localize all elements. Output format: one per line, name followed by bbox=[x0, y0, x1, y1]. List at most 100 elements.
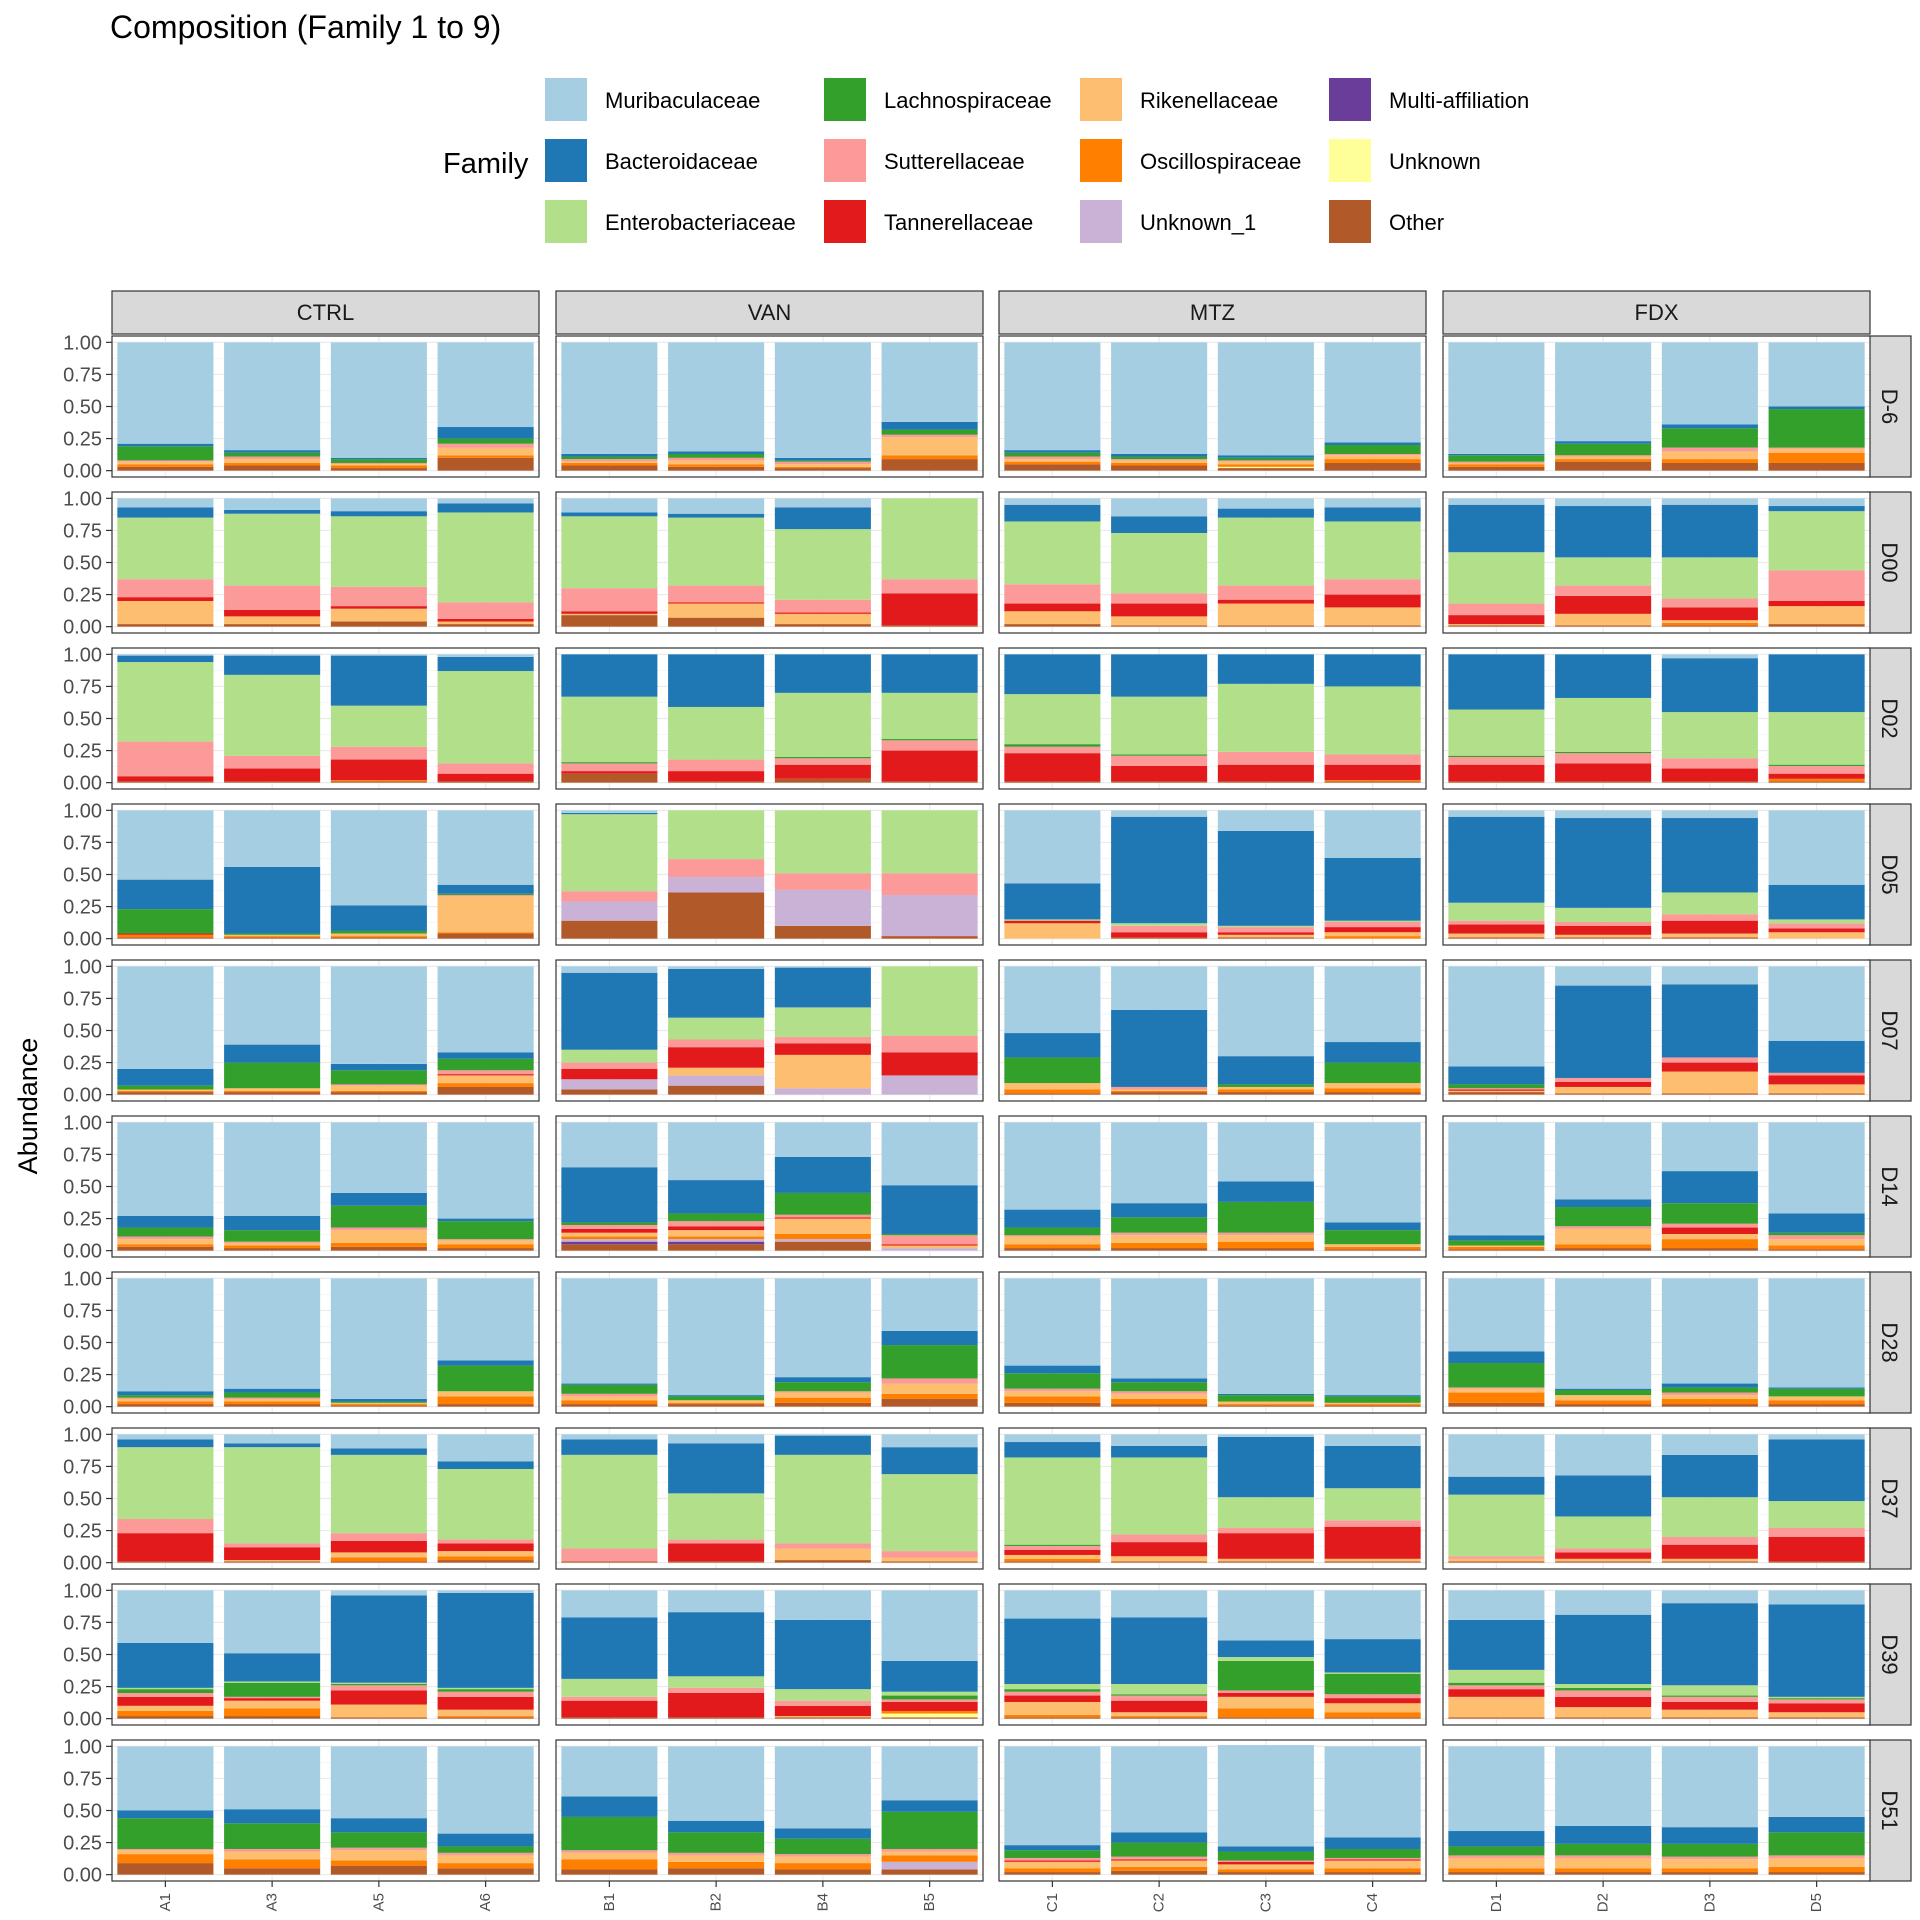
bar-segment-lachnospiraceae bbox=[437, 1365, 534, 1392]
bar-segment-bacteroidaceae bbox=[1111, 453, 1208, 457]
bar-segment-sutterellaceae bbox=[1004, 746, 1101, 754]
bar-segment-muribaculaceae bbox=[1111, 1590, 1208, 1618]
bar-segment-other bbox=[1448, 781, 1545, 783]
bar-segment-other bbox=[561, 1717, 658, 1719]
bar-segment-bacteroidaceae bbox=[1217, 1393, 1314, 1396]
bar-a1-d37 bbox=[117, 1434, 214, 1563]
bar-segment-muribaculaceae bbox=[1111, 1434, 1208, 1446]
bar-segment-enterobacteriaceae bbox=[1448, 1669, 1545, 1683]
bar-segment-oscillospiraceae bbox=[117, 1244, 214, 1247]
bar-segment-muribaculaceae bbox=[437, 1278, 534, 1361]
bar-segment-rikenellaceae bbox=[668, 1067, 765, 1076]
bar-segment-sutterellaceae bbox=[774, 599, 871, 613]
panel-border bbox=[555, 491, 984, 634]
bar-b1-d00 bbox=[561, 498, 658, 627]
bar-a1-d14 bbox=[117, 1122, 214, 1251]
bar-segment-bacteroidaceae bbox=[668, 1612, 765, 1677]
bar-segment-other bbox=[1004, 781, 1101, 783]
bar-segment-rikenellaceae bbox=[1768, 1084, 1865, 1094]
bar-segment-tannerellaceae bbox=[668, 1047, 765, 1068]
bar-segment-sutterellaceae bbox=[224, 456, 321, 460]
bar-segment-other bbox=[561, 615, 658, 627]
bar-segment-other bbox=[881, 1869, 978, 1875]
bar-segment-tannerellaceae bbox=[117, 597, 214, 601]
bar-segment-rikenellaceae bbox=[437, 1240, 534, 1245]
bar-b5-d37 bbox=[881, 1434, 978, 1563]
bar-segment-lachnospiraceae bbox=[1448, 755, 1545, 757]
bar-segment-other bbox=[1324, 1092, 1421, 1095]
bar-segment-bacteroidaceae bbox=[881, 1800, 978, 1812]
bar-segment-enterobacteriaceae bbox=[1661, 1685, 1758, 1696]
bar-segment-bacteroidaceae bbox=[1555, 441, 1652, 444]
bar-segment-sutterellaceae bbox=[1217, 927, 1314, 933]
bar-segment-other bbox=[1555, 1248, 1652, 1251]
legend-swatch bbox=[1329, 78, 1371, 121]
bar-segment-enterobacteriaceae bbox=[1111, 532, 1208, 594]
bar-d3-d02 bbox=[1661, 654, 1758, 783]
bar-segment-lachnospiraceae bbox=[1004, 1227, 1101, 1236]
bar-segment-bacteroidaceae bbox=[1111, 1445, 1208, 1458]
panel-border bbox=[998, 1115, 1427, 1258]
bar-segment-bacteroidaceae bbox=[1661, 984, 1758, 1058]
bar-segment-other bbox=[117, 1092, 214, 1095]
panel-mtz-d28 bbox=[998, 1271, 1427, 1414]
legend: Muribaculaceae Bacteroidaceae Enterobacter… bbox=[545, 78, 1529, 243]
legend-item-bacteroidaceae: Bacteroidaceae bbox=[545, 139, 758, 182]
bar-segment-tannerellaceae bbox=[774, 1705, 871, 1717]
facet-strip-van: VAN bbox=[555, 290, 984, 335]
bar-a1-d51 bbox=[117, 1746, 214, 1875]
bar-segment-sutterellaceae bbox=[1324, 1520, 1421, 1527]
panel-ctrl-d14 bbox=[111, 1115, 540, 1258]
bar-segment-rikenellaceae bbox=[1661, 451, 1758, 460]
bar-b2-d51 bbox=[668, 1746, 765, 1875]
bar-segment-lachnospiraceae bbox=[774, 1382, 871, 1392]
bar-segment-lachnospiraceae bbox=[1555, 751, 1652, 754]
bar-segment-multi-affiliation bbox=[668, 1241, 765, 1245]
bar-segment-enterobacteriaceae bbox=[1448, 1494, 1545, 1557]
bar-segment-muribaculaceae bbox=[330, 1746, 427, 1819]
y-tick-label: 0.00 bbox=[63, 1397, 102, 1419]
panel-van-d51: B1 B2 B4 B5 bbox=[555, 1739, 984, 1911]
bar-segment-sutterellaceae bbox=[1324, 1694, 1421, 1699]
bar-segment-muribaculaceae bbox=[1004, 1278, 1101, 1366]
bar-segment-muribaculaceae bbox=[117, 1746, 214, 1811]
bar-b4-d28 bbox=[774, 1278, 871, 1407]
bar-a1-d05 bbox=[117, 810, 214, 939]
bar-segment-tannerellaceae bbox=[1111, 1542, 1208, 1557]
bar-segment-muribaculaceae bbox=[561, 1122, 658, 1168]
facet-strip-d-6: D-6 bbox=[1867, 335, 1912, 478]
bar-a5-d02 bbox=[330, 654, 427, 783]
strip-label: D00 bbox=[1877, 542, 1902, 582]
legend-swatch bbox=[1080, 200, 1122, 243]
bar-segment-oscillospiraceae bbox=[1004, 1244, 1101, 1249]
bar-segment-rikenellaceae bbox=[330, 1850, 427, 1861]
bar-segment-rikenellaceae bbox=[1004, 1083, 1101, 1090]
bar-segment-bacteroidaceae bbox=[1555, 506, 1652, 558]
bar-segment-muribaculaceae bbox=[668, 1122, 765, 1181]
bar-segment-sutterellaceae bbox=[1004, 1857, 1101, 1861]
x-tick-label: C3 bbox=[1257, 1893, 1274, 1912]
bar-c3-d39 bbox=[1217, 1590, 1314, 1719]
bar-segment-enterobacteriaceae bbox=[330, 1682, 427, 1685]
legend-label: Enterobacteriaceae bbox=[605, 210, 796, 235]
bar-segment-sutterellaceae bbox=[881, 1235, 978, 1245]
bar-segment-sutterellaceae bbox=[437, 1070, 534, 1075]
bar-segment-bacteroidaceae bbox=[1448, 1351, 1545, 1364]
panel-border bbox=[1442, 491, 1871, 634]
bar-d2-d02 bbox=[1555, 654, 1652, 783]
bar-segment-rikenellaceae bbox=[1217, 934, 1314, 938]
bar-segment-tannerellaceae bbox=[1111, 932, 1208, 938]
bar-segment-other bbox=[437, 624, 534, 627]
y-tick-label: 0.25 bbox=[63, 1677, 102, 1699]
bar-d1-d05 bbox=[1448, 810, 1545, 939]
bar-segment-other bbox=[330, 1246, 427, 1251]
bar-d2-d00 bbox=[1555, 498, 1652, 627]
bar-segment-muribaculaceae bbox=[1448, 1590, 1545, 1620]
bar-a1-d39 bbox=[117, 1590, 214, 1719]
bar-c4-d28 bbox=[1324, 1278, 1421, 1407]
bar-segment-rikenellaceae bbox=[1768, 606, 1865, 625]
bar-segment-oscillospiraceae bbox=[437, 1244, 534, 1249]
panel-van-d39 bbox=[555, 1583, 984, 1726]
bar-segment-sutterellaceae bbox=[774, 873, 871, 890]
bar-segment-bacteroidaceae bbox=[668, 968, 765, 1018]
